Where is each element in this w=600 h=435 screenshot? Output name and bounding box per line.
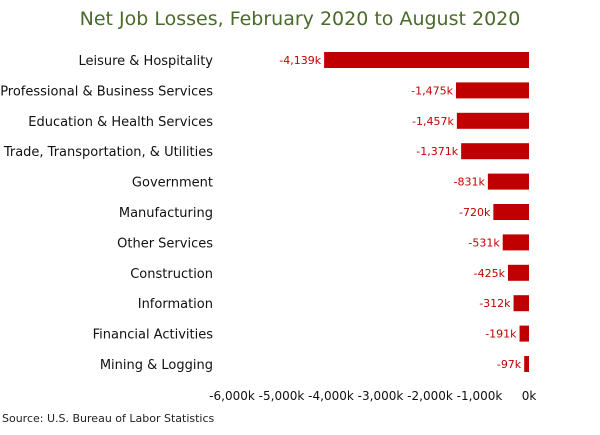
bar	[461, 143, 529, 160]
data-label: -1,457k	[412, 115, 454, 128]
source-note: Source: U.S. Bureau of Labor Statistics	[2, 412, 215, 425]
bar	[519, 325, 529, 342]
data-label: -1,475k	[411, 84, 453, 97]
data-label: -191k	[485, 328, 517, 341]
category-label: Education & Health Services	[28, 115, 213, 130]
category-label: Leisure & Hospitality	[78, 54, 213, 69]
data-label: -720k	[459, 206, 491, 219]
category-label: Manufacturing	[119, 206, 213, 221]
x-tick-label: -4,000k	[308, 389, 354, 403]
category-label: Trade, Transportation, & Utilities	[3, 145, 213, 160]
category-label: Mining & Logging	[100, 358, 213, 373]
data-label: -1,371k	[416, 145, 458, 158]
bar	[456, 112, 529, 129]
x-tick-label: -3,000k	[358, 389, 404, 403]
category-label: Professional & Business Services	[0, 84, 213, 99]
data-label: -312k	[479, 297, 511, 310]
x-tick-label: 0k	[522, 389, 537, 403]
bar	[524, 356, 529, 372]
category-label: Financial Activities	[93, 328, 214, 343]
bar	[324, 52, 529, 68]
data-label: -4,139k	[279, 54, 321, 67]
x-tick-label: -2,000k	[407, 389, 453, 403]
data-label: -97k	[497, 358, 522, 371]
x-tick-label: -5,000k	[259, 389, 305, 403]
bar	[507, 264, 529, 281]
category-label: Other Services	[117, 236, 213, 251]
bar	[455, 82, 529, 99]
data-label: -831k	[454, 176, 486, 189]
bar	[487, 173, 529, 190]
chart-title: Net Job Losses, February 2020 to August …	[79, 8, 521, 30]
category-label: Construction	[130, 267, 213, 282]
category-label: Information	[138, 297, 213, 312]
bar	[502, 234, 529, 251]
x-tick-label: -1,000k	[457, 389, 503, 403]
bar	[493, 204, 529, 220]
category-label: Government	[132, 176, 213, 191]
bar-chart: Leisure & Hospitality -4,139k Professional…	[0, 52, 537, 403]
x-tick-label: -6,000k	[209, 389, 255, 403]
bar	[513, 295, 529, 312]
data-label: -425k	[474, 267, 506, 280]
data-label: -531k	[468, 236, 500, 249]
